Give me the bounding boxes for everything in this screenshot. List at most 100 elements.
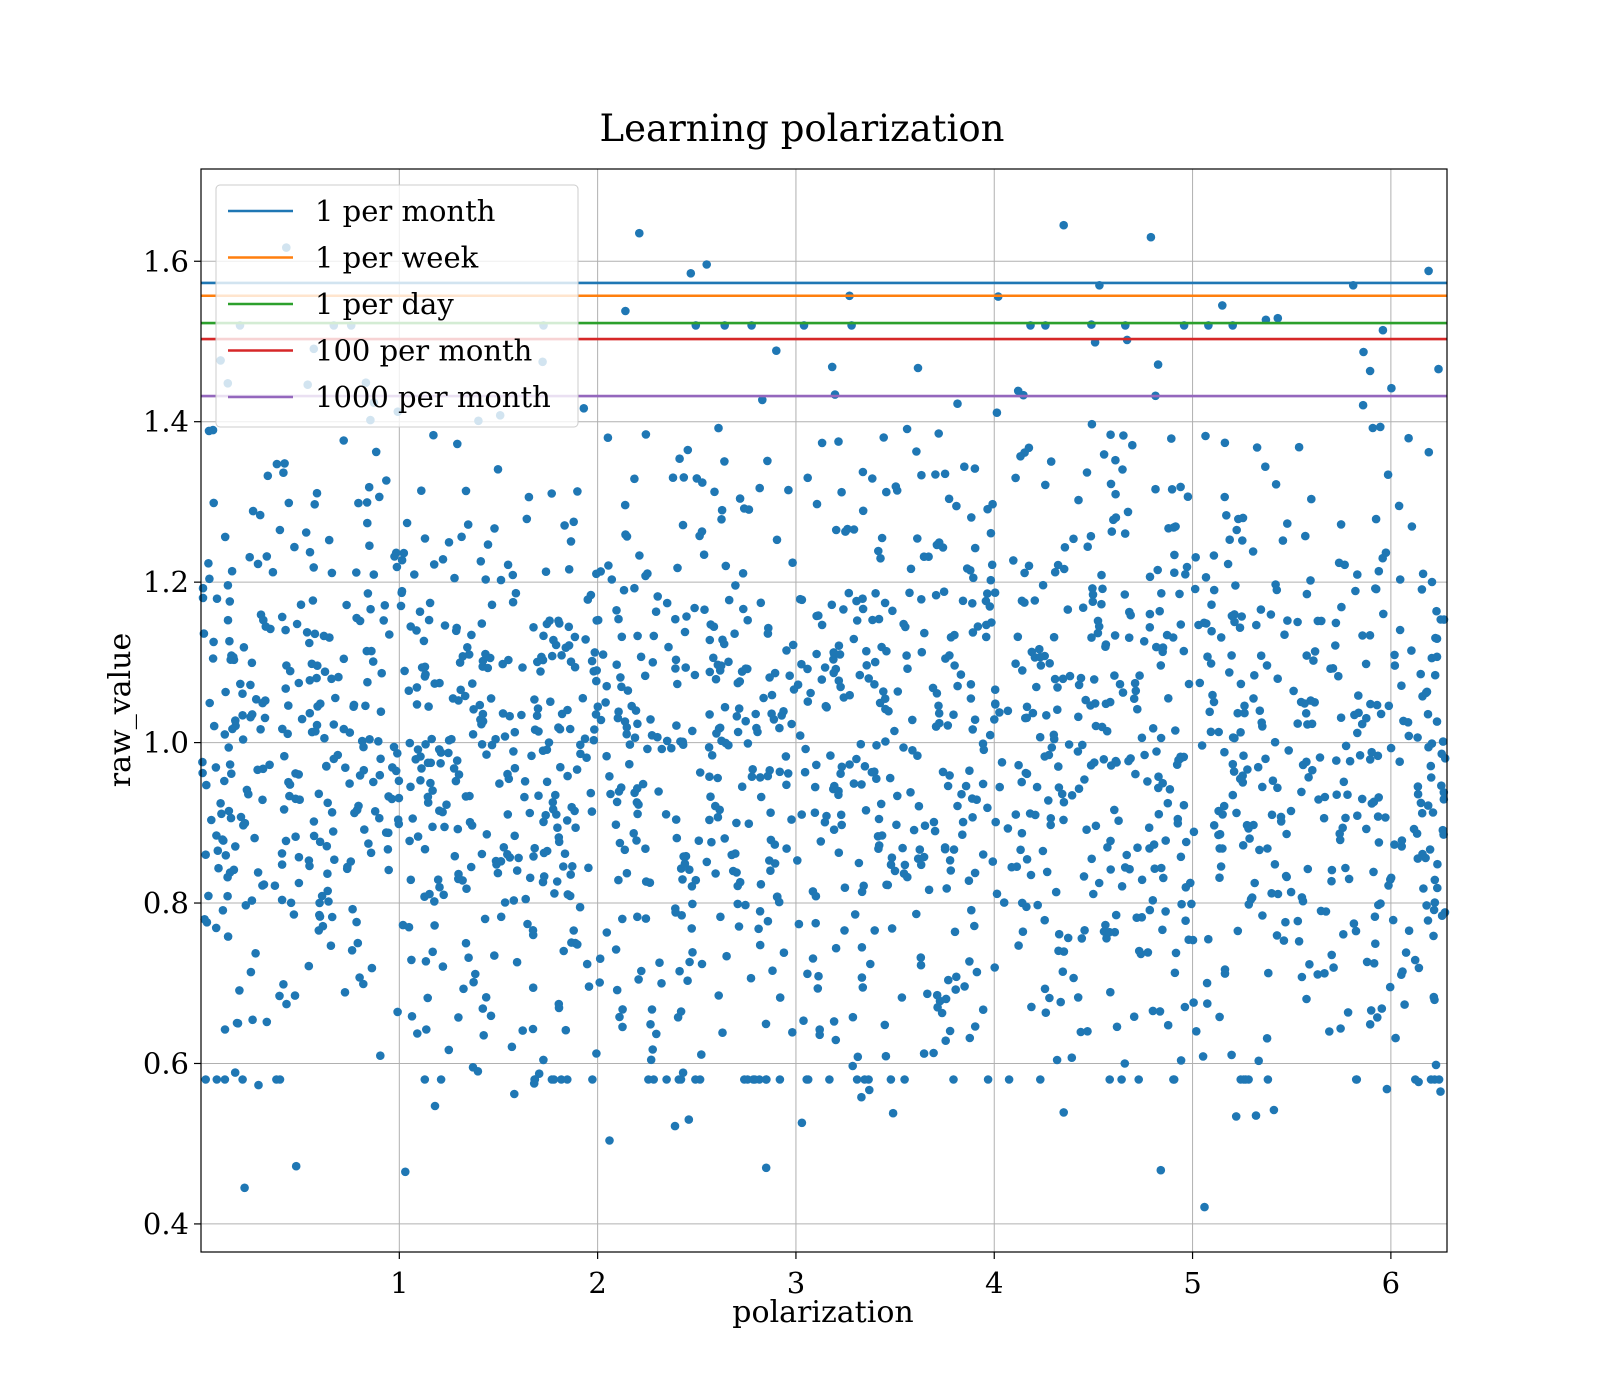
scatter-point <box>590 648 600 657</box>
scatter-point <box>1087 320 1096 329</box>
scatter-point <box>1058 967 1068 976</box>
scatter-point <box>1317 616 1326 626</box>
scatter-point <box>270 881 280 890</box>
plot-frame <box>200 168 1448 1253</box>
scatter-point <box>1176 620 1186 629</box>
scatter-point <box>572 765 582 774</box>
scatter-point <box>1335 835 1345 845</box>
scatter-point <box>309 831 319 841</box>
scatter-point <box>1051 887 1061 897</box>
scatter-point <box>566 657 576 666</box>
scatter-point <box>1145 905 1155 915</box>
scatter-point <box>735 677 745 686</box>
scatter-point <box>602 751 611 761</box>
x-tick-label: 6 <box>1382 1266 1400 1300</box>
scatter-point <box>1133 843 1142 852</box>
scatter-point <box>1195 678 1205 688</box>
scatter-point <box>831 525 841 535</box>
scatter-point <box>1148 724 1158 733</box>
scatter-point <box>999 898 1009 907</box>
scatter-point <box>304 961 314 971</box>
scatter-point <box>648 1045 657 1054</box>
scatter-point <box>1109 515 1118 525</box>
scatter-point <box>1228 733 1238 742</box>
scatter-point <box>958 830 967 839</box>
scatter-point <box>707 751 717 760</box>
scatter-point <box>1315 753 1325 762</box>
scatter-point <box>1231 581 1240 590</box>
scatter-point <box>825 1075 834 1084</box>
scatter-point <box>1059 815 1068 825</box>
scatter-point <box>702 260 711 269</box>
scatter-point <box>1059 564 1069 574</box>
scatter-point <box>1397 836 1407 845</box>
scatter-point <box>363 589 373 598</box>
scatter-point <box>487 600 497 610</box>
scatter-point <box>899 743 908 752</box>
scatter-point <box>720 457 729 466</box>
scatter-point <box>320 733 329 743</box>
scatter-point <box>352 917 361 927</box>
scatter-point <box>1067 791 1077 800</box>
scatter-point <box>781 752 791 761</box>
scatter-point <box>1004 1075 1014 1084</box>
scatter-point <box>793 856 802 865</box>
scatter-point <box>678 520 688 530</box>
scatter-point <box>581 635 590 644</box>
scatter-point <box>934 709 944 718</box>
scatter-point <box>803 664 812 674</box>
scatter-point <box>1298 896 1308 906</box>
scatter-point <box>909 825 919 835</box>
scatter-point <box>262 552 272 561</box>
scatter-point <box>436 1075 446 1084</box>
scatter-point <box>983 589 992 598</box>
scatter-point <box>906 788 915 797</box>
scatter-point <box>462 884 471 893</box>
x-tick-label: 1 <box>390 1266 408 1300</box>
scatter-point <box>595 978 604 987</box>
scatter-point <box>307 659 317 669</box>
scatter-point <box>280 751 289 761</box>
scatter-point <box>1433 883 1442 893</box>
scatter-point <box>1208 690 1217 700</box>
scatter-point <box>1355 751 1365 760</box>
scatter-point <box>741 664 750 673</box>
scatter-point <box>282 999 291 1009</box>
scatter-point <box>859 881 868 891</box>
scatter-point <box>478 1004 488 1013</box>
scatter-point <box>636 652 646 662</box>
scatter-point <box>231 716 240 725</box>
scatter-point <box>668 473 678 483</box>
scatter-point <box>1049 632 1059 642</box>
scatter-point <box>268 567 278 577</box>
scatter-point <box>1148 1006 1158 1016</box>
scatter-point <box>486 694 496 703</box>
scatter-point <box>944 975 953 985</box>
scatter-point <box>323 869 332 878</box>
scatter-point <box>861 806 871 815</box>
scatter-point <box>254 1080 263 1090</box>
scatter-point <box>1419 884 1428 893</box>
scatter-point <box>1429 992 1439 1002</box>
scatter-point <box>1057 789 1067 799</box>
scatter-point <box>1427 739 1437 748</box>
scatter-point <box>1394 501 1404 511</box>
scatter-point <box>209 721 219 731</box>
scatter-point <box>1078 603 1088 612</box>
scatter-point <box>539 848 549 858</box>
scatter-point <box>382 476 391 485</box>
scatter-point <box>1344 874 1354 884</box>
scatter-point <box>831 1035 841 1045</box>
scatter-point <box>1404 731 1414 741</box>
scatter-point <box>1094 878 1104 888</box>
scatter-point <box>1194 620 1203 630</box>
scatter-point <box>1354 691 1363 700</box>
scatter-point <box>327 912 337 922</box>
scatter-point <box>1365 1020 1375 1029</box>
scatter-point <box>705 635 715 645</box>
scatter-point <box>1241 1075 1250 1084</box>
scatter-point <box>1099 450 1109 459</box>
scatter-point <box>465 817 475 827</box>
scatter-point <box>399 548 409 558</box>
scatter-point <box>1337 602 1346 612</box>
